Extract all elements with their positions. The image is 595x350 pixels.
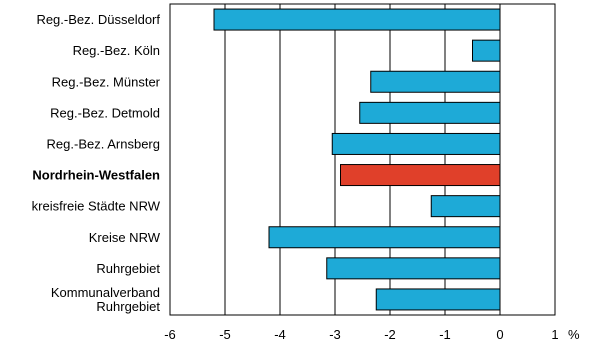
category-labels: Reg.-Bez. Düsseldorf Reg.-Bez. Köln Reg.-B…	[32, 12, 161, 314]
bar-1	[472, 39, 501, 62]
x-tick-label-2: -4	[274, 327, 286, 342]
category-label-3: Reg.-Bez. Detmold	[50, 105, 160, 120]
unit-label: %	[568, 327, 580, 342]
category-label-0: Reg.-Bez. Düsseldorf	[36, 12, 160, 27]
bar-2	[370, 70, 501, 93]
bar-5	[340, 164, 501, 187]
x-tick-label-6: 0	[496, 327, 503, 342]
x-tick-label-3: -3	[329, 327, 341, 342]
category-label-7: Kreise NRW	[89, 230, 161, 245]
category-label-2: Reg.-Bez. Münster	[52, 74, 161, 89]
bars	[213, 8, 501, 311]
plot-frame	[169, 3, 556, 316]
category-label-5: Nordrhein-Westfalen	[32, 168, 160, 183]
category-label-9: Kommunalverband Ruhrgebiet	[51, 285, 161, 314]
x-tick-labels: -6 -5 -4 -3 -2 -1 0 1	[164, 327, 558, 342]
category-label-1: Reg.-Bez. Köln	[73, 43, 160, 58]
bar-3	[359, 101, 501, 124]
x-tick-label-1: -5	[219, 327, 231, 342]
category-label-6: kreisfreie Städte NRW	[32, 199, 161, 214]
category-label-8: Ruhrgebiet	[96, 261, 160, 276]
bar-8	[326, 257, 501, 280]
bar-0	[213, 8, 501, 31]
axes	[169, 3, 556, 316]
bar-4	[331, 132, 501, 155]
bar-9	[375, 288, 501, 311]
x-tick-label-7: 1	[551, 327, 558, 342]
x-tick-label-5: -1	[439, 327, 451, 342]
bar-7	[268, 226, 501, 249]
x-tick-label-0: -6	[164, 327, 176, 342]
category-label-4: Reg.-Bez. Arnsberg	[47, 136, 160, 151]
x-tick-label-4: -2	[384, 327, 396, 342]
bar-6	[430, 195, 501, 218]
